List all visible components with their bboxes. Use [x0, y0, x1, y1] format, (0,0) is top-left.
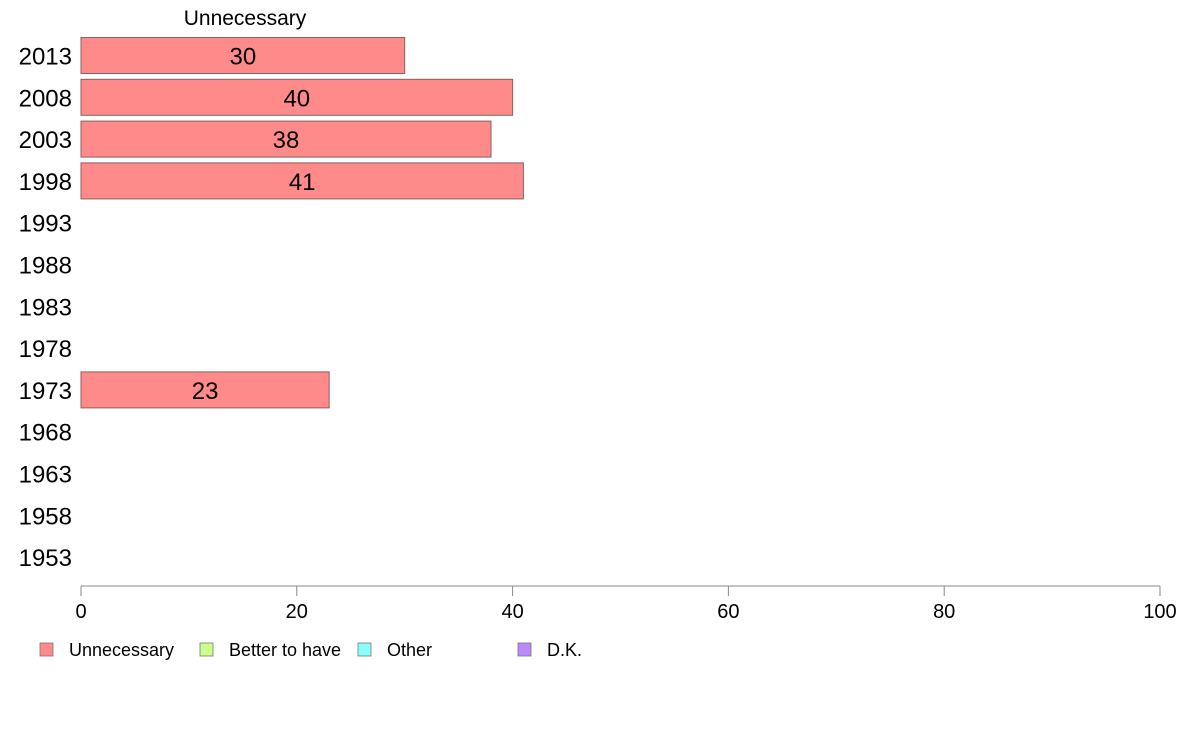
- x-tick-label-60: 60: [717, 601, 739, 623]
- year-label-1988: 1988: [19, 253, 72, 280]
- year-label-1983: 1983: [19, 294, 72, 321]
- year-label-1968: 1968: [19, 420, 72, 447]
- year-label-1993: 1993: [19, 211, 72, 238]
- year-label-1953: 1953: [19, 545, 72, 572]
- year-label-1998: 1998: [19, 169, 72, 196]
- x-tick-label-80: 80: [933, 601, 955, 623]
- legend-label-0: Unnecessary: [69, 640, 174, 660]
- bar-1973: [80, 371, 330, 409]
- legend-swatch-0: [39, 642, 54, 657]
- bar-value-label-2013: 30: [229, 44, 256, 71]
- bar-2013: [80, 37, 406, 74]
- legend: Unnecessary Better to have Other D.K.: [39, 640, 582, 660]
- legend-label-1: Better to have: [229, 640, 341, 660]
- x-axis: 0 20 40 60 80 100: [75, 585, 1177, 623]
- x-tick-label-20: 20: [286, 601, 308, 623]
- x-tick-label-0: 0: [75, 601, 86, 623]
- bar-2008: [80, 78, 514, 116]
- bar-value-label-2003: 38: [273, 127, 300, 154]
- year-label-1963: 1963: [19, 462, 72, 489]
- year-label-2003: 2003: [19, 127, 72, 154]
- legend-swatch-3: [517, 642, 532, 657]
- bar-2003: [80, 120, 492, 158]
- bars-group: 30 40 38 41 23: [80, 37, 524, 409]
- series-title: Unnecessary: [184, 7, 307, 30]
- legend-swatch-2: [357, 642, 372, 657]
- year-label-1958: 1958: [19, 503, 72, 530]
- x-tick-label-40: 40: [501, 601, 523, 623]
- year-label-1978: 1978: [19, 336, 72, 363]
- legend-swatch-1: [199, 642, 214, 657]
- year-label-2013: 2013: [19, 44, 72, 71]
- year-labels-group: 2013 2008 2003 1998 1993 1988 1983 1978 1973 1968…: [19, 44, 72, 573]
- legend-label-3: D.K.: [547, 640, 582, 660]
- x-tick-label-100: 100: [1143, 601, 1176, 623]
- year-label-1973: 1973: [19, 378, 72, 405]
- year-label-2008: 2008: [19, 85, 72, 112]
- legend-label-2: Other: [387, 640, 432, 660]
- bar-value-label-1998: 41: [289, 169, 316, 196]
- bar-1998: [80, 162, 524, 200]
- bar-value-label-2008: 40: [283, 85, 310, 112]
- bar-value-label-1973: 23: [192, 378, 219, 405]
